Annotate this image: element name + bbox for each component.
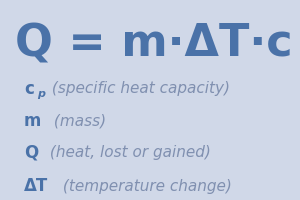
Text: (heat, lost or gained): (heat, lost or gained) [45,146,211,160]
Text: (temperature change): (temperature change) [58,178,232,194]
Text: p: p [37,89,45,99]
Text: (specific heat capacity): (specific heat capacity) [47,81,230,96]
Text: Q: Q [24,144,38,162]
Text: (mass): (mass) [50,114,106,129]
Text: m: m [24,112,41,130]
Text: c: c [24,80,34,98]
Text: Q = m·ΔT·c: Q = m·ΔT·c [15,22,292,66]
Text: ΔT: ΔT [24,177,48,195]
